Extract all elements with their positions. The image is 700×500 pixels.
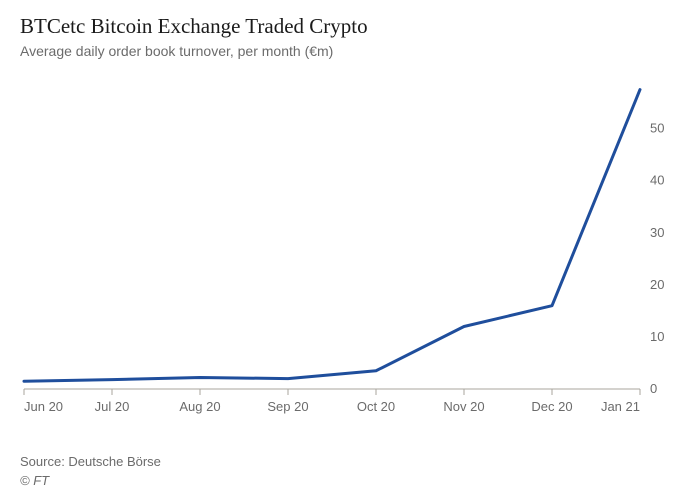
x-tick-label: Nov 20: [443, 399, 484, 414]
y-tick-label: 30: [650, 225, 664, 240]
chart-title: BTCetc Bitcoin Exchange Traded Crypto: [20, 14, 680, 39]
chart-svg: 0 10 20 30 40 50 Jun 20 Jul 20 Aug 20 Sep 20 Oct 2…: [20, 77, 680, 417]
y-tick-label: 50: [650, 121, 664, 136]
x-tick-label: Jan 21: [601, 399, 640, 414]
x-tick-label: Sep 20: [267, 399, 308, 414]
copyright-text: © FT: [20, 473, 680, 488]
y-tick-label: 40: [650, 173, 664, 188]
y-tick-label: 10: [650, 329, 664, 344]
x-tick-label: Jun 20: [24, 399, 63, 414]
x-tick-label: Oct 20: [357, 399, 395, 414]
y-tick-label: 20: [650, 277, 664, 292]
data-line: [24, 90, 640, 382]
line-chart: 0 10 20 30 40 50 Jun 20 Jul 20 Aug 20 Sep 20 Oct 2…: [20, 77, 680, 438]
x-tick-label: Dec 20: [531, 399, 572, 414]
x-tick-label: Aug 20: [179, 399, 220, 414]
x-tick-label: Jul 20: [95, 399, 130, 414]
chart-subtitle: Average daily order book turnover, per m…: [20, 43, 680, 59]
source-text: Source: Deutsche Börse: [20, 454, 680, 469]
y-tick-label: 0: [650, 381, 657, 396]
